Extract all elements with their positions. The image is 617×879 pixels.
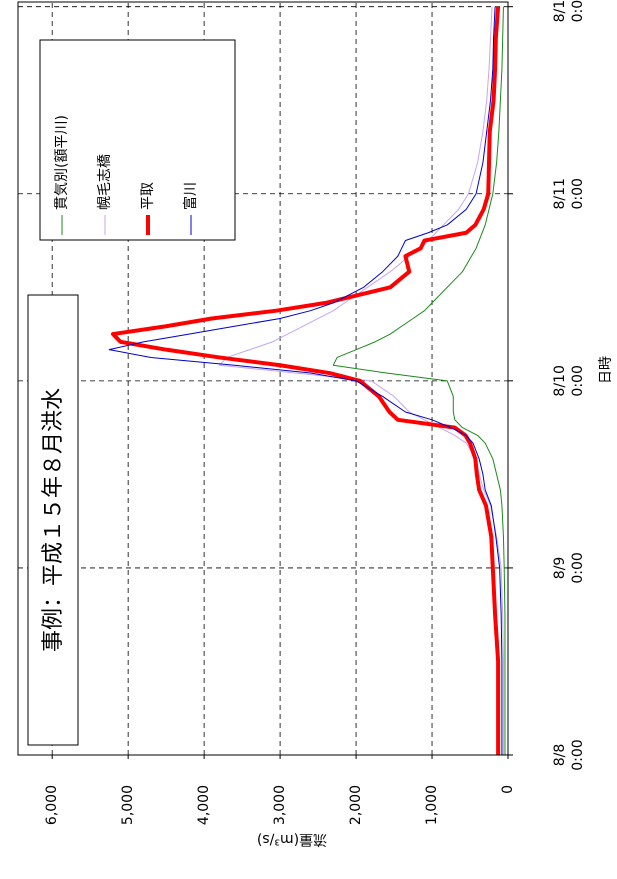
x-tick-label-line: 0:00	[570, 178, 586, 209]
series-line	[332, 6, 506, 755]
x-axis-label: 日時	[598, 356, 614, 384]
plot-frame	[17, 1, 509, 756]
x-tick-label-line: 8/9	[552, 557, 568, 580]
legend-box	[39, 39, 236, 241]
x-tick-label-line: 0:00	[570, 739, 586, 770]
legend-label: 貫気別(額平川)	[54, 115, 70, 210]
legend-label: 幌毛志橋	[97, 154, 113, 210]
y-tick-label: 2,000	[348, 785, 364, 825]
y-tick-label: 4,000	[196, 785, 212, 825]
x-tick-label: 8/10 0:00	[552, 365, 586, 396]
y-tick-label: 5,000	[120, 785, 136, 825]
legend-label: 平取	[140, 182, 156, 210]
x-tick-label: 8/8 0:00	[552, 739, 586, 770]
x-tick-label: 8/11 0:00	[552, 178, 586, 209]
legend-label: 富川	[182, 182, 199, 210]
y-tick-label: 0	[500, 785, 516, 794]
x-tick-label-line: 0:00	[570, 365, 586, 396]
y-tick-label: 3,000	[272, 785, 288, 825]
x-tick-label-line: 0:00	[570, 0, 586, 22]
title-box	[27, 294, 79, 746]
x-tick-label-line: 8/10	[552, 365, 568, 396]
series-line	[110, 6, 501, 755]
y-tick-label: 1,000	[424, 785, 440, 825]
x-tick-label-line: 8/11	[552, 178, 568, 209]
x-tick-label-line: 8/8	[552, 744, 568, 767]
x-tick-label-line: 0:00	[570, 552, 586, 583]
series-line	[108, 6, 503, 755]
y-tick-label: 6,000	[44, 785, 60, 825]
x-tick-label: 8/9 0:00	[552, 552, 586, 583]
rotated-chart: 日時 流量(m³/s) 0 1,000 2,000 3,000 4,000 5,000 6,…	[17, 0, 614, 847]
chart-title: 事例：平成１５年８月洪水	[41, 388, 66, 652]
y-axis-label: 流量(m³/s)	[257, 831, 327, 847]
series-line	[218, 6, 504, 755]
x-tick-label-line: 8/12	[552, 0, 568, 22]
x-tick-label: 8/12 0:00	[552, 0, 586, 22]
